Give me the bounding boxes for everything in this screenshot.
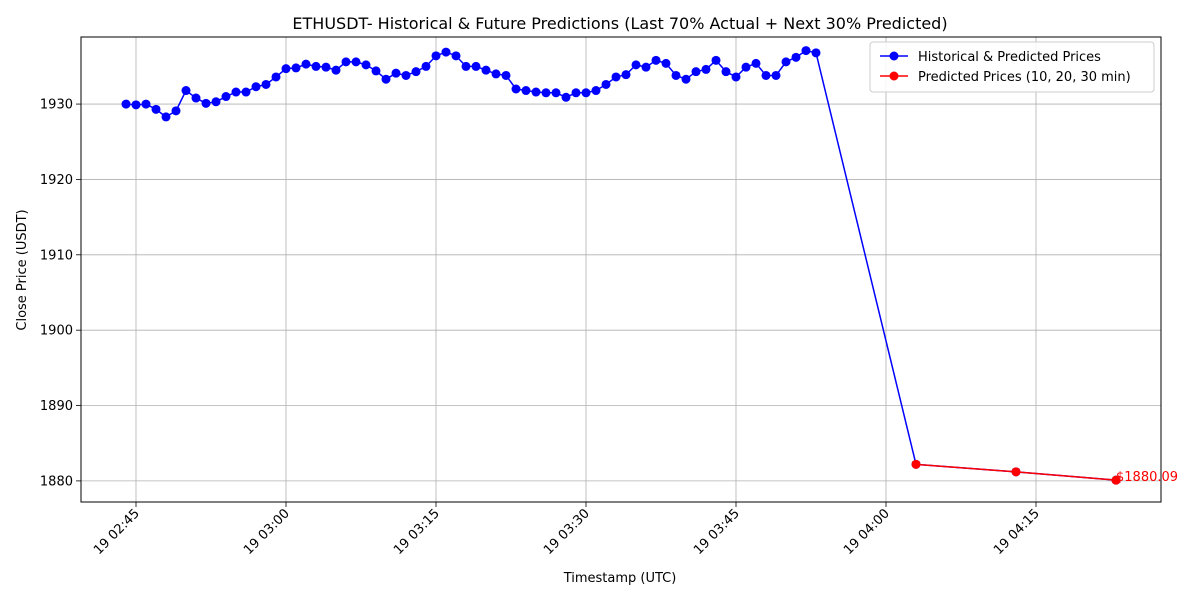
data-point <box>1011 467 1021 477</box>
y-tick-label: 1910 <box>40 248 73 263</box>
grid <box>81 37 1161 502</box>
data-point <box>171 106 181 116</box>
data-point <box>651 55 661 65</box>
data-point <box>191 93 201 103</box>
data-point <box>611 72 621 82</box>
data-point <box>411 67 421 77</box>
data-point <box>681 74 691 84</box>
data-point <box>671 70 681 80</box>
data-point <box>141 99 151 109</box>
data-point <box>181 86 191 96</box>
data-point <box>211 97 221 107</box>
data-point <box>431 51 441 61</box>
data-point <box>661 58 671 68</box>
data-point <box>731 72 741 82</box>
data-point <box>751 58 761 68</box>
data-point <box>251 82 261 92</box>
data-point <box>581 88 591 98</box>
data-point <box>391 68 401 78</box>
data-point <box>691 67 701 77</box>
data-point <box>241 87 251 97</box>
legend-label-historical: Historical & Predicted Prices <box>918 50 1101 65</box>
data-point <box>801 46 811 56</box>
data-point <box>221 92 231 102</box>
y-axis-label: Close Price (USDT) <box>15 209 30 330</box>
data-point <box>561 92 571 102</box>
data-point <box>541 88 551 98</box>
data-point <box>321 62 331 72</box>
y-tick-label: 1900 <box>40 324 73 339</box>
data-point <box>781 57 791 67</box>
data-point <box>761 70 771 80</box>
data-point <box>121 99 131 109</box>
data-point <box>161 112 171 122</box>
data-point <box>461 61 471 71</box>
data-point <box>441 47 451 57</box>
y-tick-label: 1890 <box>40 399 73 414</box>
data-point <box>741 62 751 72</box>
data-point <box>451 51 461 61</box>
data-point <box>631 60 641 70</box>
legend: Historical & Predicted Prices Predicted … <box>869 41 1155 93</box>
x-axis-label: Timestamp (UTC) <box>563 571 677 586</box>
data-point <box>511 84 521 94</box>
data-point <box>811 48 821 58</box>
data-point <box>721 67 731 77</box>
legend-marker-historical <box>889 51 899 61</box>
data-point <box>501 70 511 80</box>
legend-box <box>869 41 1155 93</box>
data-point <box>231 87 241 97</box>
data-point <box>601 79 611 89</box>
data-point <box>361 60 371 70</box>
data-point <box>421 61 431 71</box>
data-point <box>271 72 281 82</box>
data-point <box>641 62 651 72</box>
annotations: $1880.09 <box>1116 470 1178 485</box>
data-point <box>791 52 801 62</box>
legend-marker-predicted <box>889 71 899 81</box>
data-point <box>491 69 501 79</box>
data-point <box>571 88 581 98</box>
data-point <box>481 65 491 75</box>
data-point <box>1111 475 1121 485</box>
series-1 <box>911 459 1121 485</box>
data-point <box>281 64 291 74</box>
data-point <box>381 74 391 84</box>
data-point <box>301 59 311 69</box>
data-point <box>701 64 711 74</box>
y-tick-label: 1920 <box>40 173 73 188</box>
data-point <box>201 98 211 108</box>
data-point <box>711 55 721 65</box>
data-point <box>591 86 601 96</box>
data-point <box>531 87 541 97</box>
data-point <box>911 459 921 469</box>
data-point <box>521 86 531 96</box>
data-point <box>621 70 631 80</box>
data-point <box>151 104 161 114</box>
data-point <box>351 57 361 67</box>
data-point <box>471 61 481 71</box>
data-point <box>131 100 141 110</box>
price-annotation: $1880.09 <box>1116 470 1178 485</box>
y-tick-label: 1930 <box>40 98 73 113</box>
plot-area-frame <box>80 36 1162 503</box>
series-layer <box>121 46 1121 485</box>
legend-label-predicted: Predicted Prices (10, 20, 30 min) <box>918 70 1131 85</box>
data-point <box>551 88 561 98</box>
data-point <box>311 61 321 71</box>
data-point <box>291 63 301 73</box>
data-point <box>261 79 271 89</box>
data-point <box>331 65 341 75</box>
data-point <box>341 57 351 67</box>
data-point <box>771 70 781 80</box>
data-point <box>401 70 411 80</box>
y-tick-label: 1880 <box>40 474 73 489</box>
data-point <box>371 66 381 76</box>
chart-title: ETHUSDT- Historical & Future Predictions… <box>292 14 947 33</box>
